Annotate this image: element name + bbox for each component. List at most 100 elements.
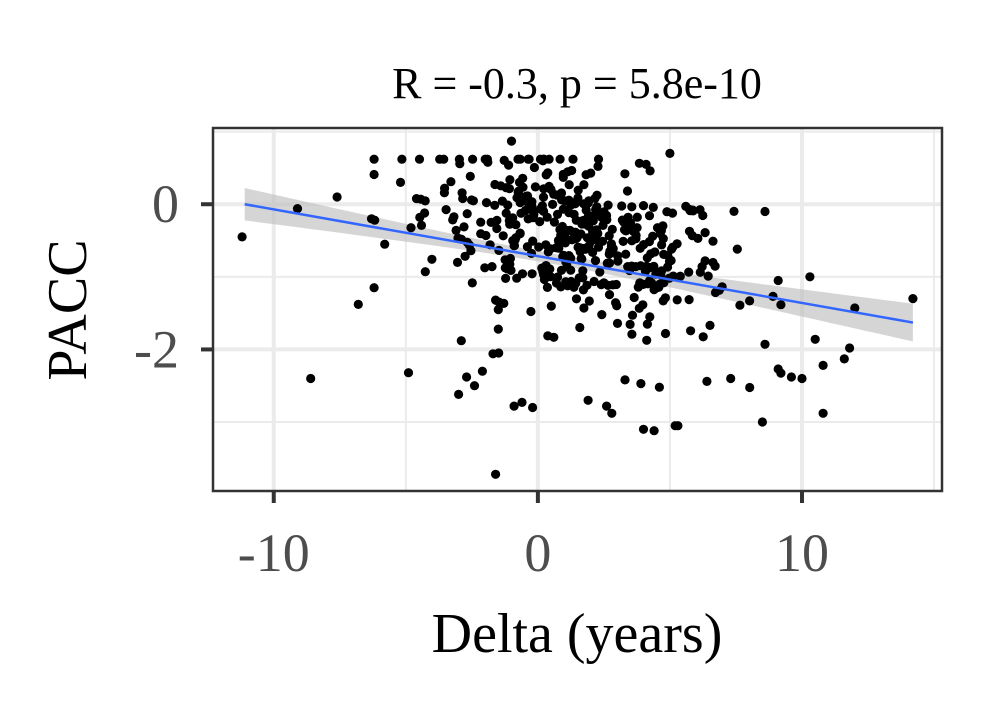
data-point [468, 196, 478, 206]
data-point [593, 154, 604, 164]
x-tick-label: 10 [775, 523, 829, 583]
data-point [604, 258, 615, 268]
data-point [786, 372, 797, 382]
data-point [395, 177, 406, 187]
data-point [639, 240, 649, 250]
data-point [613, 251, 623, 261]
data-point [633, 282, 643, 292]
data-point [760, 206, 770, 217]
data-point [561, 225, 572, 235]
data-point [504, 215, 514, 226]
data-point [481, 230, 491, 241]
data-point [638, 424, 649, 434]
data-point [492, 223, 502, 234]
data-point [619, 225, 630, 235]
data-point [636, 379, 646, 389]
data-point [530, 182, 541, 192]
x-axis-title: Delta (years) [432, 603, 723, 665]
data-point [638, 300, 648, 310]
data-point [538, 192, 549, 202]
data-point [627, 202, 637, 212]
data-point [454, 154, 464, 164]
data-point [539, 270, 549, 280]
data-point [603, 200, 613, 210]
data-point [773, 275, 783, 286]
data-point [494, 348, 504, 358]
data-point [602, 401, 612, 411]
data-point [414, 154, 425, 164]
data-point [566, 265, 576, 275]
data-point [686, 326, 696, 336]
data-point [498, 231, 508, 241]
regression-line-layer [244, 202, 914, 324]
data-point [306, 373, 316, 384]
data-point [493, 305, 503, 315]
data-point [552, 209, 563, 219]
data-point [539, 154, 549, 164]
y-axis-ticks: 0 -2 [134, 174, 213, 379]
data-point [797, 373, 807, 384]
data-point [462, 372, 472, 382]
data-point [466, 246, 476, 256]
data-point [673, 421, 683, 431]
data-point [516, 208, 526, 218]
data-point [607, 224, 617, 234]
data-point [660, 328, 671, 339]
data-point [702, 376, 712, 386]
data-point [593, 161, 603, 171]
data-point [526, 306, 536, 317]
data-point [499, 155, 509, 165]
data-point [501, 273, 511, 283]
data-point [512, 193, 522, 203]
data-point [620, 169, 630, 179]
data-point [684, 295, 694, 305]
data-point [556, 265, 567, 275]
data-point [465, 171, 475, 181]
data-point [776, 368, 786, 378]
data-point [697, 262, 707, 272]
data-point [416, 220, 427, 230]
data-point [590, 193, 600, 203]
data-point [522, 242, 533, 252]
data-point [427, 254, 437, 264]
data-point [369, 283, 379, 293]
data-point [468, 154, 478, 164]
data-point [439, 154, 449, 164]
data-point [805, 272, 815, 282]
data-point [650, 247, 660, 257]
data-point [500, 255, 510, 265]
data-point [369, 154, 379, 164]
data-point [497, 196, 507, 206]
data-point [695, 205, 705, 215]
data-point [499, 298, 509, 308]
data-point [369, 169, 379, 180]
data-point [611, 279, 621, 290]
data-point [588, 227, 598, 237]
data-point [612, 318, 623, 328]
data-point [451, 225, 461, 235]
data-point [569, 228, 579, 239]
data-point [483, 157, 493, 167]
data-point [496, 181, 506, 191]
data-point [681, 201, 691, 211]
data-point [617, 201, 627, 211]
data-point [292, 204, 303, 214]
data-point [589, 276, 599, 287]
data-point [578, 266, 588, 276]
data-point [668, 242, 678, 252]
data-point [621, 249, 631, 259]
data-point [642, 319, 653, 329]
data-point [568, 154, 578, 164]
data-point [595, 267, 605, 277]
data-point [449, 212, 459, 222]
data-point [571, 294, 582, 304]
data-point [554, 243, 564, 253]
data-point [649, 426, 659, 436]
data-point [598, 220, 608, 230]
data-point [555, 154, 565, 164]
data-point [564, 180, 574, 190]
data-point [845, 343, 855, 353]
data-point [710, 261, 720, 271]
data-point [627, 310, 638, 320]
data-point [510, 235, 520, 245]
